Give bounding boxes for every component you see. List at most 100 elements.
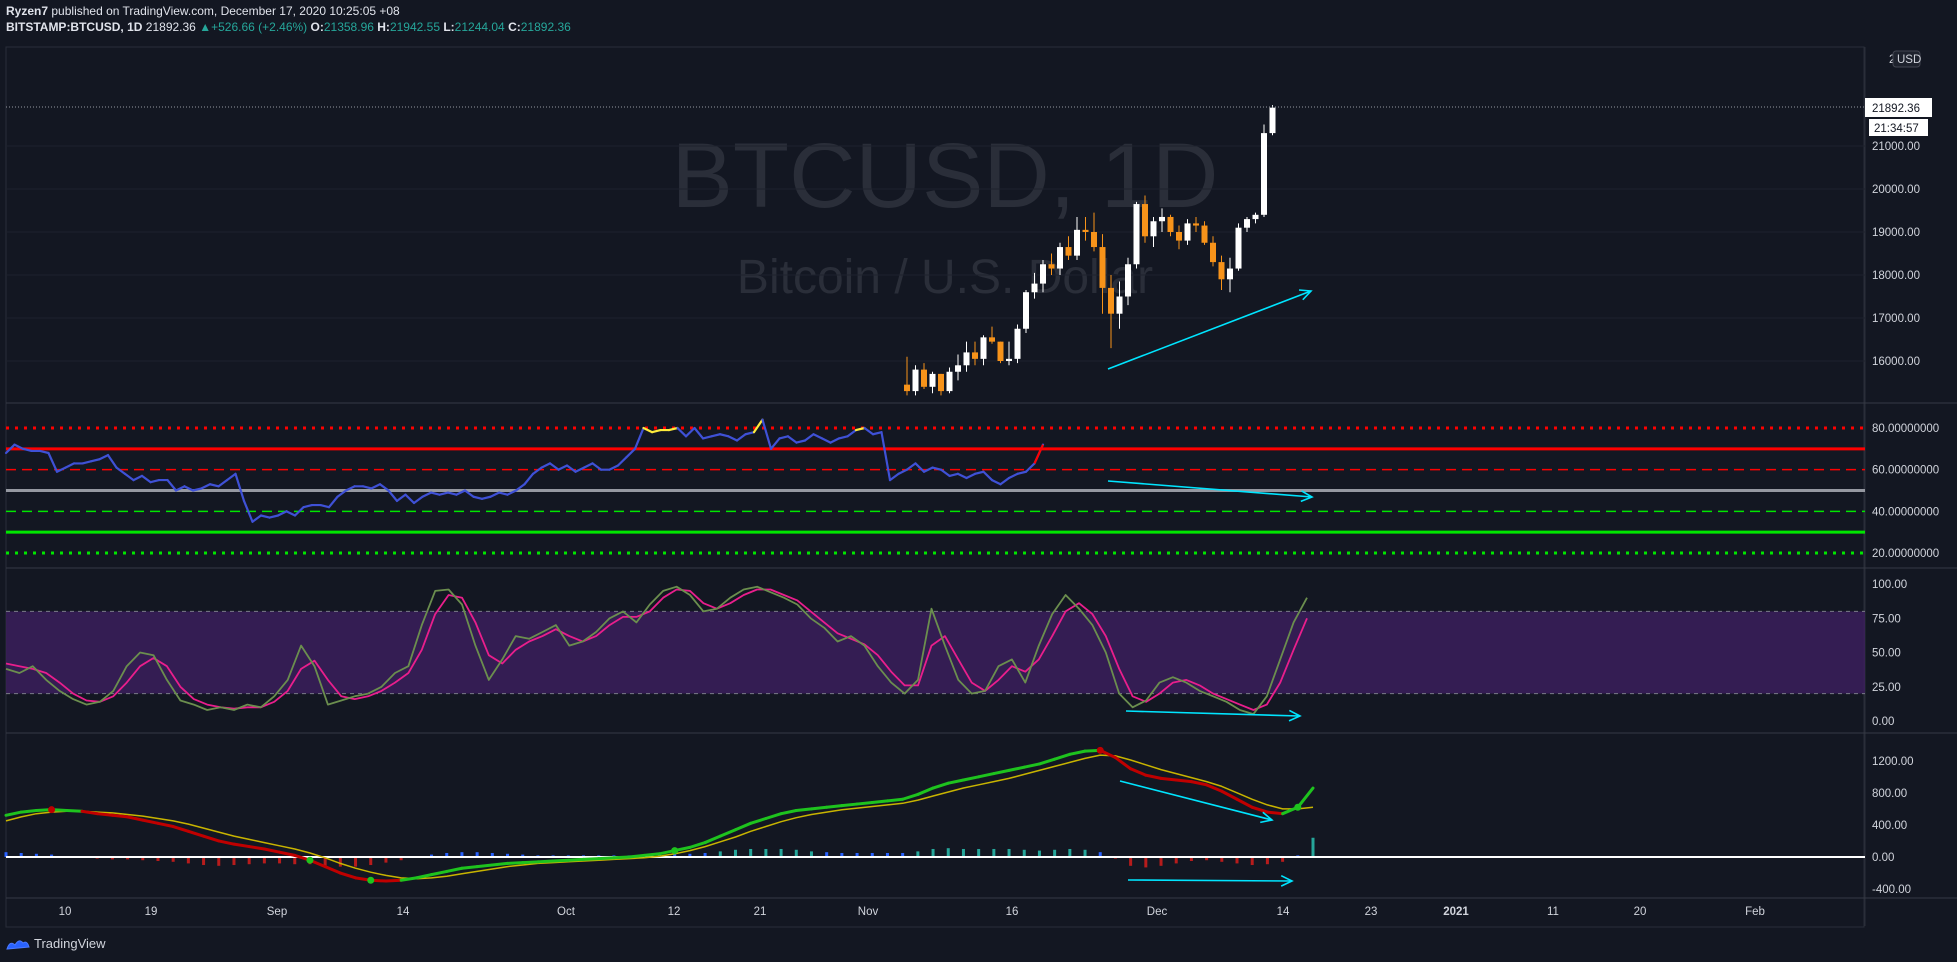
macd-segment [703, 834, 722, 845]
rsi-segment [608, 464, 620, 471]
rsi-axis[interactable]: 80.00000000 60.00000000 40.00000000 20.0000… [1872, 423, 1939, 560]
price-tick-label: 21000.00 [1872, 141, 1920, 153]
symbol-legend: BITSTAMP:BTCUSD, 1D 21892.36 ▲+526.66 (+… [6, 20, 571, 34]
macd-segment [1189, 780, 1209, 787]
macd-segment [1296, 786, 1315, 809]
candle-body [1142, 204, 1148, 237]
candle-body [1176, 232, 1182, 241]
rsi-segment [667, 426, 679, 432]
price-axis[interactable]: 230 USD 21000.0020000.0019000.0018000.00… [1872, 50, 1921, 368]
rsi-segment [863, 426, 875, 436]
rsi-segment [769, 437, 781, 450]
candle-body [972, 352, 978, 359]
candle-body [955, 365, 961, 372]
macd-histogram-bar [171, 857, 175, 862]
rsi-segment [191, 487, 203, 492]
publisher-name[interactable]: Ryzen7 [6, 4, 49, 18]
brand-name: TradingView [34, 936, 106, 951]
macd-segment [536, 859, 555, 864]
macd-cross-dot [367, 876, 375, 884]
currency-button[interactable] [1892, 50, 1921, 68]
rsi-segment [948, 472, 960, 478]
macd-histogram-bar [1007, 848, 1011, 857]
rsi-segment [319, 503, 331, 509]
time-tick-label: 16 [1006, 906, 1019, 918]
macd-histogram-bar [885, 852, 889, 857]
rsi-segment [727, 435, 739, 442]
rsi-segment [174, 485, 186, 492]
candle-body [1031, 283, 1038, 293]
price-pane[interactable] [6, 105, 1865, 396]
macd-histogram-bar [354, 857, 358, 867]
watermark-description: Bitcoin / U.S. Dollar [737, 251, 1153, 304]
price-tick-label: 19000.00 [1872, 227, 1920, 239]
candle-body [1193, 223, 1199, 226]
macd-segment [1007, 765, 1026, 772]
macd-histogram-bar [961, 848, 965, 857]
macd-histogram-bar [202, 857, 206, 866]
candle-body [1252, 214, 1259, 220]
macd-segment [1174, 778, 1193, 784]
symbol-name[interactable]: BITSTAMP:BTCUSD, 1D [6, 20, 143, 34]
rsi-segment-last [1033, 444, 1045, 464]
change-arrow: ▲ [199, 20, 212, 34]
macd-tick-label: 1200.00 [1872, 756, 1914, 768]
macd-segment [141, 818, 160, 825]
rsi-segment [497, 491, 509, 496]
macd-histogram-bar [931, 848, 935, 857]
macd-segment [460, 865, 479, 870]
macd-segment [490, 861, 510, 867]
macd-tick-label: 0.00 [1872, 852, 1894, 864]
macd-segment [612, 855, 631, 860]
macd-histogram-bar [50, 854, 54, 857]
macd-histogram-bar [1311, 837, 1315, 857]
macd-segment [551, 858, 570, 863]
macd-axis[interactable]: 1200.00 800.00 400.00 0.00 -400.00 [1872, 756, 1914, 896]
candle-body [1091, 232, 1097, 248]
macd-histogram-bar [1159, 857, 1163, 866]
time-tick-label: 10 [59, 906, 72, 918]
macd-segment [521, 860, 540, 865]
macd-histogram-bar [1189, 857, 1193, 862]
candle-body [1099, 247, 1106, 288]
macd-histogram-bar [126, 857, 130, 860]
rsi-segment [89, 458, 101, 463]
price-tick-label: 17000.00 [1872, 313, 1920, 325]
rsi-segment [489, 491, 501, 498]
rsi-segment [982, 470, 994, 482]
rsi-segment [225, 472, 237, 482]
macd-histogram-bar [946, 848, 950, 857]
stochastic-axis[interactable]: 100.00 75.00 50.00 25.00 0.00 [1872, 579, 1907, 728]
macd-segment [338, 871, 358, 880]
macd-histogram-bar [247, 857, 251, 865]
divergence-annotations[interactable] [1107, 289, 1314, 887]
stochastic-pane[interactable] [5, 585, 1865, 715]
rsi-segment [540, 462, 552, 469]
macd-segment [809, 805, 829, 811]
rsi-segment [523, 472, 535, 486]
macd-segment [186, 829, 206, 838]
rsi-segment [735, 433, 747, 442]
macd-histogram-bar [156, 857, 160, 862]
macd-segment [825, 804, 844, 809]
macd-pane[interactable] [4, 746, 1866, 884]
rsi-segment [710, 433, 722, 438]
rsi-segment [268, 514, 280, 519]
macd-segment [475, 863, 494, 869]
macd-histogram-bar [445, 852, 449, 857]
macd-cross-dot [48, 806, 56, 814]
rsi-segment [81, 460, 93, 465]
divergence-arrow-line [1119, 780, 1273, 821]
close-value: 21892.36 [520, 20, 571, 34]
time-tick-label: Feb [1745, 906, 1765, 918]
tradingview-footer[interactable]: TradingView [6, 936, 106, 951]
macd-histogram-bar [1174, 857, 1178, 864]
rsi-pane[interactable] [4, 418, 1865, 555]
macd-segment [1068, 749, 1087, 756]
macd-segment [1144, 773, 1163, 780]
time-axis[interactable]: 10 19 Sep 14 Oct 12 21 Nov 16 Dec 14 23 2021 11 20 Feb [59, 906, 1765, 918]
rsi-segment [123, 472, 135, 482]
rsi-segment [616, 456, 628, 467]
rsi-segment [344, 485, 356, 492]
